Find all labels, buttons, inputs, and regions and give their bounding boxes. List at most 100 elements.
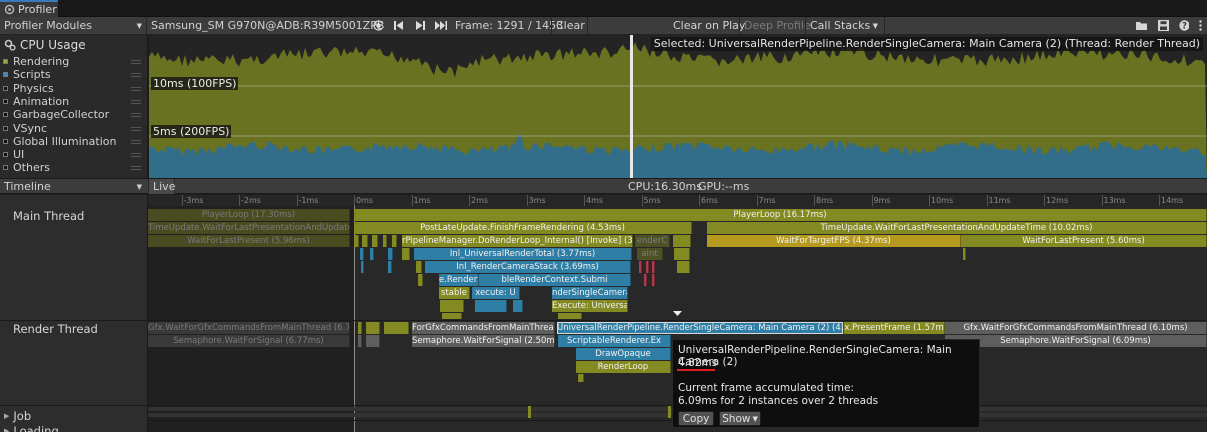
profiler-modules-dropdown[interactable]: Profiler Modules ▼ <box>0 17 146 34</box>
job-group-toggle[interactable]: ▶ Job <box>4 409 31 423</box>
timeline-marker[interactable]: x.PresentFrame (1.57m <box>844 322 945 334</box>
live-toggle[interactable]: Live <box>148 179 175 194</box>
timeline-marker[interactable] <box>644 274 647 286</box>
target-device-dropdown[interactable]: Samsung_SM G970N@ADB:R39M5001ZPB <box>147 17 384 34</box>
help-button[interactable]: ? <box>1175 17 1193 34</box>
show-dropdown[interactable]: Show ▼ <box>719 411 761 426</box>
drag-handle-icon[interactable] <box>131 60 141 64</box>
timeline-marker[interactable] <box>639 261 642 273</box>
timeline-marker[interactable] <box>388 248 393 260</box>
timeline-marker[interactable] <box>646 261 649 273</box>
timeline-marker[interactable]: PostLateUpdate.FinishFrameRendering (4.5… <box>354 222 692 234</box>
legend-item[interactable]: UI <box>3 148 145 161</box>
timeline-marker[interactable] <box>416 261 422 273</box>
timeline-marker[interactable] <box>677 261 690 273</box>
timeline-marker[interactable]: stable <box>439 287 470 299</box>
timeline-marker[interactable] <box>384 322 409 334</box>
clear-button[interactable]: Clear <box>552 17 587 34</box>
timeline-marker[interactable] <box>388 261 392 273</box>
legend-item[interactable]: VSync <box>3 122 145 135</box>
timeline-marker[interactable]: Semaphore.WaitForSignal (6.77ms) <box>148 335 350 347</box>
cpu-usage-graph[interactable] <box>149 35 1207 178</box>
selected-timeline-marker[interactable]: UniversalRenderPipeline.RenderSingleCame… <box>557 322 844 334</box>
more-options-button[interactable] <box>1194 17 1207 34</box>
legend-item[interactable]: Scripts <box>3 68 145 81</box>
drag-handle-icon[interactable] <box>131 166 141 171</box>
cpu-usage-chart[interactable]: Selected: UniversalRenderPipeline.Render… <box>149 35 1207 178</box>
drag-handle-icon[interactable] <box>131 139 141 144</box>
legend-item[interactable]: GarbageCollector <box>3 108 145 121</box>
selected-frame-marker[interactable] <box>630 35 633 178</box>
call-stacks-dropdown[interactable]: Call Stacks ▼ <box>806 17 883 34</box>
timeline-marker[interactable] <box>440 300 464 312</box>
timeline-marker[interactable]: Gfx.WaitForGfxCommandsFromMainThread (6.… <box>148 322 350 334</box>
timeline-marker[interactable]: aint <box>637 248 663 260</box>
legend-item[interactable]: Physics <box>3 82 145 95</box>
timeline-marker[interactable]: WaitForTargetFPS (4.37ms) <box>707 235 961 247</box>
timeline-marker[interactable] <box>963 248 966 260</box>
timeline-marker[interactable]: RenderLoop <box>576 361 671 373</box>
timeline-marker[interactable] <box>442 313 462 319</box>
load-button[interactable] <box>1132 17 1152 34</box>
timeline-area[interactable]: PlayerLoop (17.30ms) TimeUpdate.WaitForL… <box>148 206 1207 432</box>
legend-item[interactable]: Others <box>3 161 145 174</box>
timeline-marker[interactable] <box>558 313 582 319</box>
timeline-marker[interactable]: bleRenderContext.Submi <box>479 274 631 286</box>
timeline-marker[interactable]: WaitForLastPresent (5.60ms) <box>961 235 1207 247</box>
timeline-marker[interactable]: Execute: Universa <box>552 300 628 312</box>
legend-item[interactable]: Rendering <box>3 55 145 68</box>
timeline-marker[interactable]: Gfx.WaitForGfxCommandsFromMainThread (6.… <box>945 322 1207 334</box>
timeline-marker[interactable] <box>652 261 655 273</box>
drag-handle-icon[interactable] <box>131 86 141 91</box>
save-button[interactable] <box>1153 17 1173 34</box>
timeline-marker[interactable] <box>370 248 374 260</box>
timeline-marker[interactable]: DrawOpaque <box>576 348 671 360</box>
drag-handle-icon[interactable] <box>131 126 141 131</box>
render-thread-label[interactable]: Render Thread <box>13 322 98 336</box>
timeline-marker[interactable]: PlayerLoop (17.30ms) <box>148 209 350 221</box>
timeline-marker[interactable]: ScriptableRenderer.Ex <box>558 335 671 347</box>
timeline-marker[interactable]: rPipelineManager.DoRenderLoop_Internal()… <box>402 235 633 247</box>
timeline-marker[interactable]: Inl_UniversalRenderTotal (3.77ms) <box>414 248 632 260</box>
loading-group-toggle[interactable]: ▶ Loading <box>4 424 59 432</box>
timeline-marker[interactable]: Inl_RenderCameraStack (3.69ms) <box>425 261 631 273</box>
timeline-marker[interactable] <box>673 235 691 247</box>
timeline-marker[interactable] <box>358 322 362 334</box>
cpu-usage-module-panel[interactable]: CPU Usage Rendering Scripts Physics Animati… <box>0 35 148 178</box>
timeline-marker[interactable]: enderC <box>635 235 670 247</box>
legend-item[interactable]: Animation <box>3 95 145 108</box>
timeline-marker[interactable]: nderSingleCamera: <box>552 287 628 299</box>
timeline-marker[interactable] <box>392 235 397 247</box>
job-marker[interactable] <box>528 406 531 418</box>
drag-handle-icon[interactable] <box>131 99 141 104</box>
profiler-tab[interactable]: Profiler <box>0 0 58 17</box>
timeline-marker[interactable] <box>366 335 380 347</box>
timeline-marker[interactable] <box>402 248 410 260</box>
timeline-marker[interactable] <box>652 274 655 286</box>
timeline-marker[interactable]: WaitForLastPresent (5.96ms) <box>148 235 350 247</box>
deep-profile-toggle[interactable]: Deep Profile <box>740 17 811 34</box>
timeline-marker[interactable] <box>360 248 364 260</box>
timeline-marker[interactable]: PlayerLoop (16.17ms) <box>354 209 1207 221</box>
record-button[interactable] <box>369 17 386 34</box>
job-marker[interactable] <box>668 406 671 418</box>
timeline-marker[interactable] <box>354 235 359 247</box>
current-frame-button[interactable] <box>431 17 451 34</box>
main-thread-label[interactable]: Main Thread <box>13 209 85 223</box>
drag-handle-icon[interactable] <box>131 153 141 158</box>
timeline-marker[interactable] <box>418 274 423 286</box>
timeline-marker[interactable] <box>513 300 523 312</box>
timeline-marker[interactable] <box>578 374 584 382</box>
copy-button[interactable]: Copy <box>678 411 714 426</box>
timeline-marker[interactable]: TimeUpdate.WaitForLastPresentationAndUpd… <box>148 222 350 234</box>
timeline-marker[interactable] <box>383 235 387 247</box>
next-frame-button[interactable] <box>411 17 429 34</box>
timeline-marker[interactable] <box>372 235 378 247</box>
drag-handle-icon[interactable] <box>131 73 141 78</box>
view-mode-dropdown[interactable]: Timeline ▼ <box>0 179 146 194</box>
timeline-marker[interactable] <box>362 235 368 247</box>
timeline-marker[interactable]: xecute: U <box>472 287 520 299</box>
previous-frame-button[interactable] <box>389 17 407 34</box>
timeline-marker[interactable] <box>361 261 364 273</box>
timeline-marker[interactable] <box>358 335 362 347</box>
